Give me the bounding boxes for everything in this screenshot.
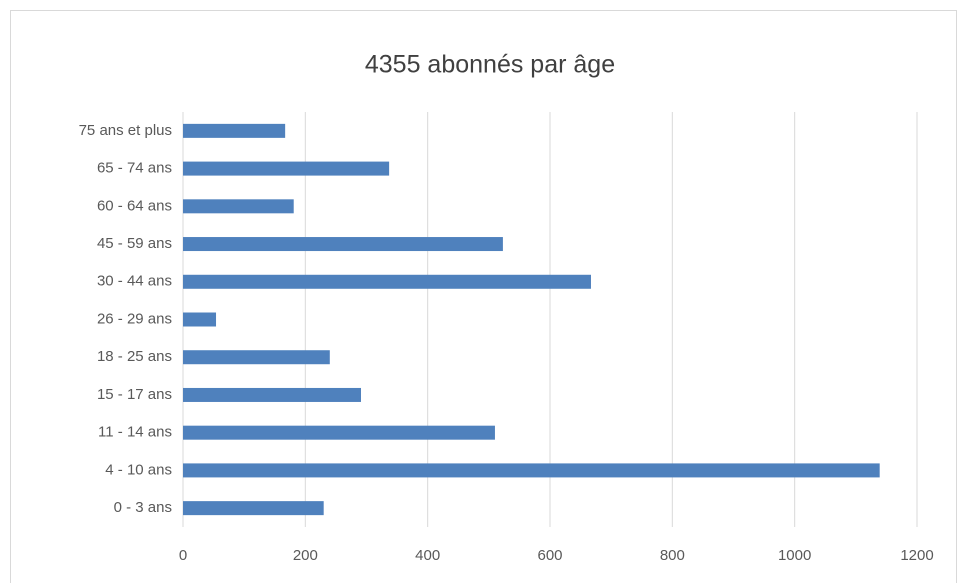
bar: [183, 237, 503, 252]
x-tick-label: 0: [179, 547, 187, 564]
bar: [183, 161, 390, 176]
x-tick-label: 200: [293, 547, 318, 564]
chart-title: 4355 abonnés par âge: [365, 51, 615, 79]
y-tick-label: 18 - 25 ans: [97, 348, 172, 365]
bar: [183, 350, 330, 365]
y-tick-label: 75 ans et plus: [79, 122, 172, 139]
x-tick-label: 800: [660, 547, 685, 564]
bar: [183, 123, 286, 138]
bar: [183, 312, 217, 327]
x-tick-label: 1000: [778, 547, 811, 564]
x-tick-label: 600: [537, 547, 562, 564]
y-tick-label: 15 - 17 ans: [97, 386, 172, 403]
y-tick-label: 30 - 44 ans: [97, 273, 172, 290]
bar: [183, 387, 361, 402]
y-tick-label: 45 - 59 ans: [97, 235, 172, 252]
chart-border: [10, 10, 957, 583]
x-tick-label: 1200: [900, 547, 933, 564]
bar: [183, 463, 880, 478]
y-tick-label: 11 - 14 ans: [98, 424, 172, 441]
bar: [183, 501, 324, 516]
y-tick-label: 26 - 29 ans: [97, 310, 172, 327]
y-tick-label: 0 - 3 ans: [114, 499, 172, 516]
y-tick-label: 65 - 74 ans: [97, 160, 172, 177]
bar: [183, 425, 495, 440]
x-tick-label: 400: [415, 547, 440, 564]
y-tick-label: 60 - 64 ans: [97, 197, 172, 214]
bar: [183, 199, 294, 214]
y-tick-label: 4 - 10 ans: [105, 461, 172, 478]
bar: [183, 274, 591, 289]
